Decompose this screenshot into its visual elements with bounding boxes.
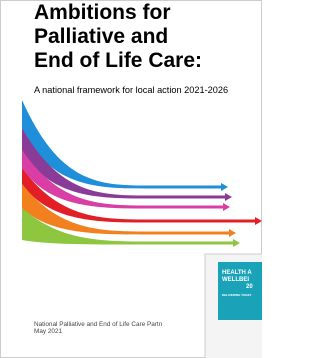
inset-line: HEALTH A [222,270,252,276]
inset-line: 20 [246,284,253,290]
title-line: Palliative and [34,25,168,48]
subtitle: A national framework for local action 20… [34,85,228,95]
swoosh-line [149,242,234,245]
cover: Ambitions for Palliative and End of Life… [0,0,262,358]
inset-image: HEALTH A WELLBEI 20 DELIVERING TOGET [205,254,262,358]
swoosh-line [149,196,226,199]
inset-tagline: DELIVERING TOGET [222,293,252,297]
swoosh-line [149,232,230,235]
swoosh-line [149,186,222,189]
publisher: National Palliative and End of Life Care… [34,321,163,328]
date: May 2021 [34,328,63,335]
inset-line: WELLBEI [222,277,249,283]
title-line: End of Life Care: [34,49,202,72]
swoosh-line [149,220,256,223]
swoosh-line [149,206,224,209]
title-line: Ambitions for [34,1,171,24]
